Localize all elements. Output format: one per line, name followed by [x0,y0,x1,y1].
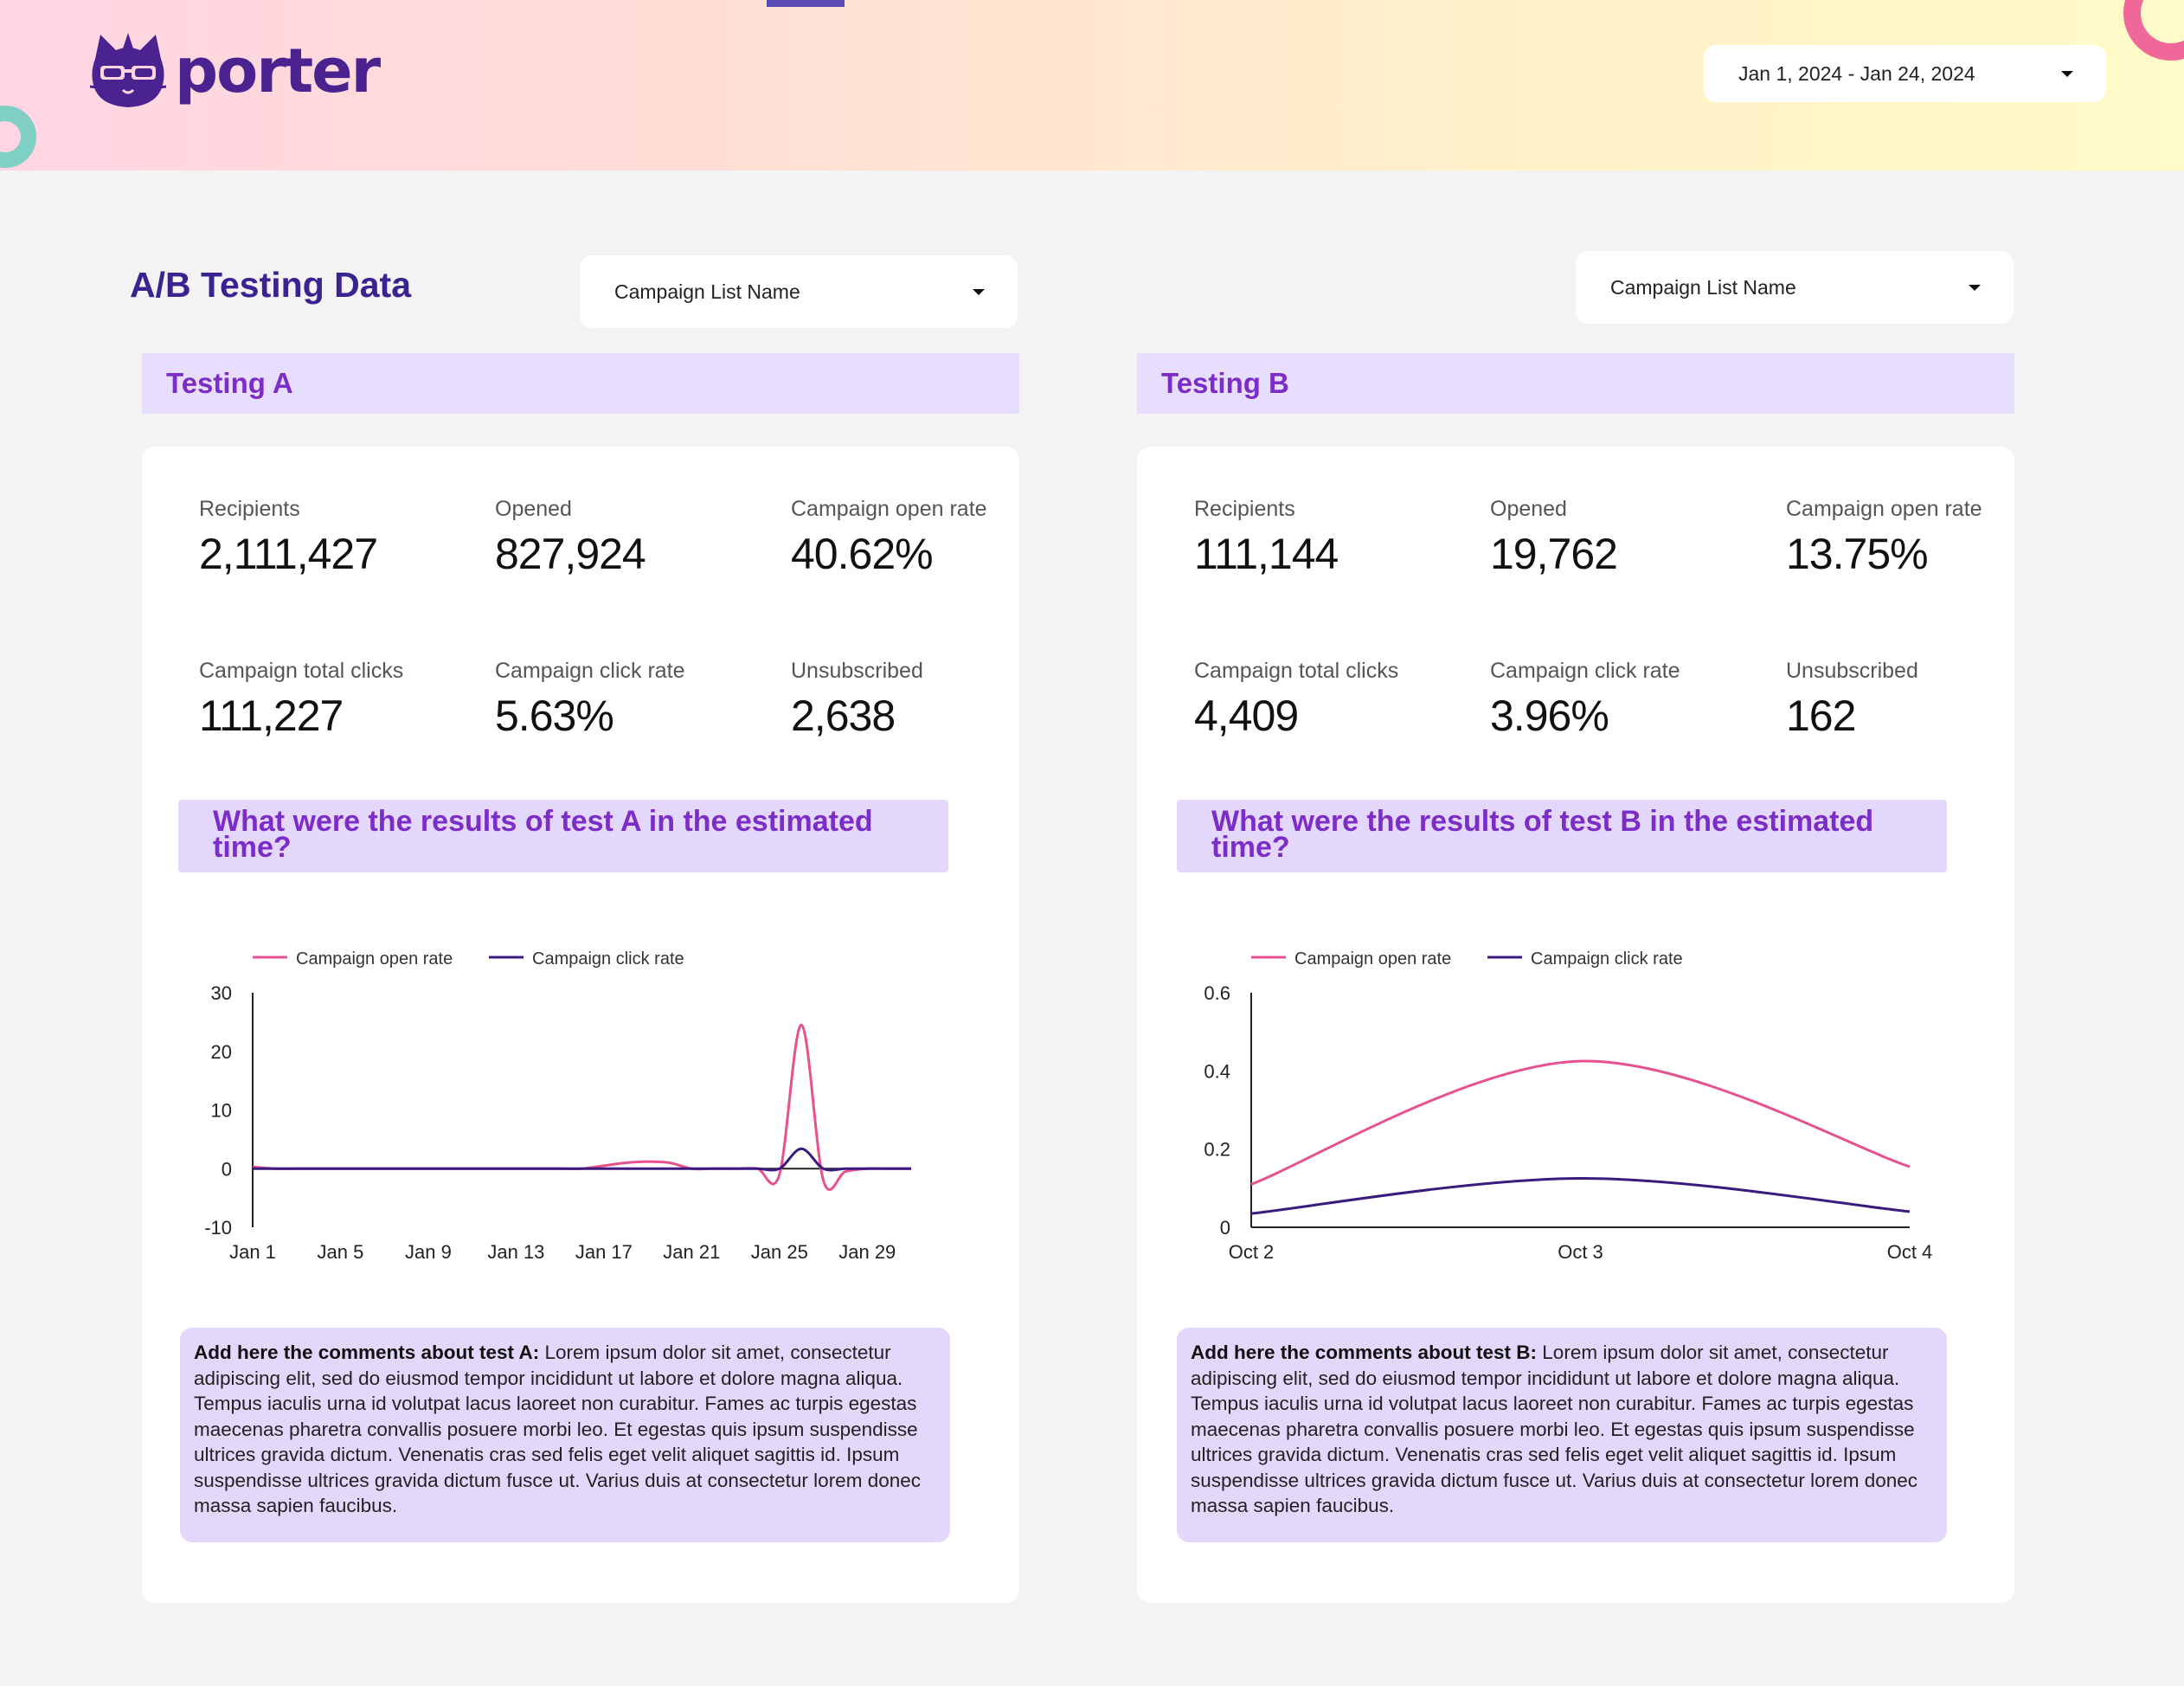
metric-label: Recipients [199,497,300,521]
campaign-list-filter-b[interactable]: Campaign List Name [1576,251,2014,324]
metric-recipients: Recipients 111,144 [1194,497,1339,579]
metric-unsubscribed: Unsubscribed 162 [1786,659,1918,741]
metric-value: 19,762 [1490,530,1618,578]
brand-name: porter [175,35,381,106]
legend-item: Campaign click rate [1487,949,1683,968]
legend-item: Campaign open rate [253,949,453,968]
chart-question-a: What were the results of test A in the e… [178,800,948,872]
metric-click-rate: Campaign click rate 3.96% [1490,659,1680,741]
metric-value: 2,638 [791,692,896,740]
top-tab-indicator [767,0,845,7]
metric-label: Unsubscribed [791,659,923,683]
metric-value: 13.75% [1786,530,1929,578]
metric-label: Campaign click rate [1490,659,1680,683]
x-tick-label: Oct 3 [1558,1241,1603,1263]
series-line [1250,1177,1911,1215]
page-title: A/B Testing Data [130,265,411,305]
metric-unsubscribed: Unsubscribed 2,638 [791,659,923,741]
metric-label: Campaign total clicks [199,659,404,683]
line-chart-a: Campaign open rate Campaign click rate -10… [204,949,911,1263]
metric-label: Campaign total clicks [1194,659,1399,683]
metric-value: 4,409 [1194,692,1299,740]
y-tick-label: 0.4 [1204,1060,1230,1082]
metric-label: Unsubscribed [1786,659,1918,683]
y-tick-label: 30 [211,982,232,1004]
x-tick-label: Oct 2 [1229,1241,1275,1263]
series-line [253,1147,911,1172]
metric-label: Campaign open rate [1786,497,1982,521]
section-title-testing-b: Testing B [1137,353,2014,414]
logo: porter [88,29,381,113]
chart-question-b: What were the results of test B in the e… [1177,800,1947,872]
decorative-ring [2123,0,2184,61]
metric-value: 111,144 [1194,530,1339,578]
metric-value: 3.96% [1490,692,1609,740]
filter-label: Campaign List Name [614,280,800,303]
line-chart-b: Campaign open rate Campaign click rate 0 0.… [1204,949,1933,1263]
metric-total-clicks: Campaign total clicks 111,227 [199,659,403,741]
y-tick-label: 0 [222,1158,232,1180]
metric-recipients: Recipients 2,111,427 [199,497,378,579]
legend-label: Campaign open rate [1294,949,1451,968]
x-tick-label: Jan 25 [751,1241,808,1263]
x-tick-label: Jan 9 [405,1241,452,1263]
series-line [1250,1059,1911,1186]
decorative-ring [0,106,36,168]
y-tick-label: 0.6 [1204,982,1230,1004]
chevron-down-icon [2061,70,2073,77]
metric-opened: Opened 19,762 [1490,497,1618,579]
metric-label: Opened [495,497,572,521]
legend-label: Campaign open rate [296,949,453,968]
filter-label: Campaign List Name [1610,275,1796,299]
metric-click-rate: Campaign click rate 5.63% [495,659,685,741]
series-line [252,1023,911,1191]
cat-logo-icon [89,33,167,107]
date-range-picker[interactable]: Jan 1, 2024 - Jan 24, 2024 [1704,45,2106,102]
y-tick-label: 0 [1220,1217,1230,1239]
section-title-testing-a: Testing A [142,353,1019,414]
legend-label: Campaign click rate [532,949,684,968]
metric-value: 5.63% [495,692,614,740]
comments-text: Lorem ipsum dolor sit amet, consectetur … [1191,1342,1917,1516]
y-tick-label: -10 [204,1217,232,1239]
metric-opened: Opened 827,924 [495,497,646,579]
y-tick-label: 10 [211,1100,232,1122]
metric-label: Opened [1490,497,1567,521]
legend-item: Campaign click rate [489,949,684,968]
x-tick-label: Jan 29 [838,1241,896,1263]
metric-open-rate: Campaign open rate 13.75% [1786,497,1982,579]
y-tick-label: 20 [211,1041,232,1063]
date-range-value: Jan 1, 2024 - Jan 24, 2024 [1738,61,1975,85]
x-tick-label: Oct 4 [1887,1241,1933,1263]
chevron-down-icon [1969,284,1981,291]
x-tick-label: Jan 21 [663,1241,720,1263]
testing-a-card: Recipients 2,111,427 Opened 827,924 Camp… [142,447,1019,1603]
y-tick-label: 0.2 [1204,1139,1230,1161]
x-tick-label: Jan 17 [575,1241,633,1263]
metric-label: Recipients [1194,497,1295,521]
comments-b: Add here the comments about test B: Lore… [1177,1328,1947,1542]
metric-total-clicks: Campaign total clicks 4,409 [1194,659,1398,741]
testing-b-card: Recipients 111,144 Opened 19,762 Campaig… [1137,447,2014,1603]
comments-a: Add here the comments about test A: Lore… [180,1328,950,1542]
metric-value: 162 [1786,692,1856,740]
header: porter Jan 1, 2024 - Jan 24, 2024 [0,0,2184,171]
x-tick-label: Jan 13 [487,1241,544,1263]
x-tick-label: Jan 5 [318,1241,364,1263]
metric-value: 111,227 [199,692,344,740]
metric-label: Campaign click rate [495,659,685,683]
comments-text: Lorem ipsum dolor sit amet, consectetur … [194,1342,921,1516]
metric-open-rate: Campaign open rate 40.62% [791,497,987,579]
metric-value: 2,111,427 [199,530,378,578]
metric-value: 827,924 [495,530,646,578]
legend-item: Campaign open rate [1251,949,1451,968]
comments-label: Add here the comments about test B: [1191,1342,1538,1363]
metric-value: 40.62% [791,530,934,578]
legend-label: Campaign click rate [1531,949,1683,968]
chevron-down-icon [973,288,985,295]
metric-label: Campaign open rate [791,497,987,521]
x-tick-label: Jan 1 [229,1241,276,1263]
comments-label: Add here the comments about test A: [194,1342,540,1363]
campaign-list-filter-a[interactable]: Campaign List Name [580,255,1018,328]
